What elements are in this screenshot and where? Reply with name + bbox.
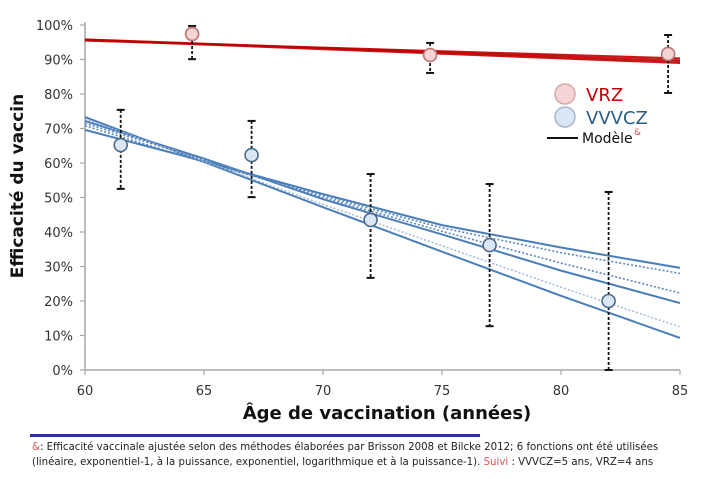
vrz-data-point: [660, 46, 676, 62]
y-tick-label: 100%: [36, 19, 73, 34]
legend-vvvcz-label: VVVCZ: [586, 108, 648, 129]
y-axis-title: Efficacité du vaccin: [8, 94, 28, 278]
legend-vrz-marker: [554, 83, 576, 105]
x-tick-label: 70: [315, 384, 332, 399]
y-tick-label: 0%: [52, 364, 73, 379]
vvvcz-data-point: [113, 137, 128, 153]
footnote-text-3: : VVVCZ=5 ans, VRZ=4 ans: [508, 457, 654, 468]
footnote-text-1: : Efficacité vaccinale ajustée selon des…: [39, 442, 659, 453]
footnote-line-1: &: Efficacité vaccinale ajustée selon de…: [32, 440, 712, 455]
vvvcz-data-point: [244, 147, 259, 163]
y-tick-label: 20%: [44, 295, 73, 310]
vaccine-efficacy-chart: 0% 10% 20% 30% 40% 50% 60% 70% 80% 90% 100% 60 65 70 7…: [8, 19, 688, 424]
x-tick-label: 75: [434, 384, 451, 399]
vvvcz-fit-line: [84, 122, 681, 294]
footnote: &: Efficacité vaccinale ajustée selon de…: [32, 440, 712, 470]
y-tick-label: 30%: [44, 261, 73, 276]
legend-model-label: Modèle: [582, 131, 633, 147]
axes: 0% 10% 20% 30% 40% 50% 60% 70% 80% 90% 100% 60 65 70 7…: [36, 19, 688, 399]
footnote-line-2: (linéaire, exponentiel-1, à la puissance…: [32, 455, 712, 470]
y-tick-label: 90%: [44, 54, 73, 69]
x-axis-title: Âge de vaccination (années): [243, 402, 532, 424]
y-tick-label: 10%: [44, 330, 73, 345]
legend-vrz-label: VRZ: [586, 85, 623, 106]
x-tick-label: 60: [77, 384, 94, 399]
legend-vvvcz-marker: [554, 106, 576, 128]
y-tick-label: 70%: [44, 123, 73, 138]
vvvcz-data-point: [601, 293, 616, 309]
y-tick-label: 40%: [44, 226, 73, 241]
vvvcz-fit-line: [84, 118, 681, 328]
data-points: [113, 26, 676, 309]
separator-line: [30, 434, 480, 437]
model-fit-lines: [84, 38, 681, 339]
y-tick-label: 80%: [44, 88, 73, 103]
error-bars: [116, 25, 673, 371]
vrz-data-point: [422, 47, 438, 63]
footnote-text-2: (linéaire, exponentiel-1, à la puissance…: [32, 457, 484, 468]
y-tick-label: 50%: [44, 192, 73, 207]
vvvcz-fit-line: [84, 128, 681, 269]
vrz-data-point: [184, 26, 200, 42]
vvvcz-fit-line: [84, 124, 681, 275]
legend-model-superscript: &: [634, 128, 641, 138]
vvvcz-data-point: [363, 212, 378, 228]
vrz-fit-line: [84, 38, 681, 65]
y-tick-label: 60%: [44, 157, 73, 172]
footnote-suivi: Suivi: [483, 457, 509, 468]
x-tick-label: 80: [553, 384, 570, 399]
footnote-mark: &: [32, 442, 40, 453]
x-tick-label: 85: [672, 384, 689, 399]
vvvcz-data-point: [482, 237, 497, 253]
x-tick-label: 65: [196, 384, 213, 399]
vvvcz-fit-line: [84, 119, 681, 305]
